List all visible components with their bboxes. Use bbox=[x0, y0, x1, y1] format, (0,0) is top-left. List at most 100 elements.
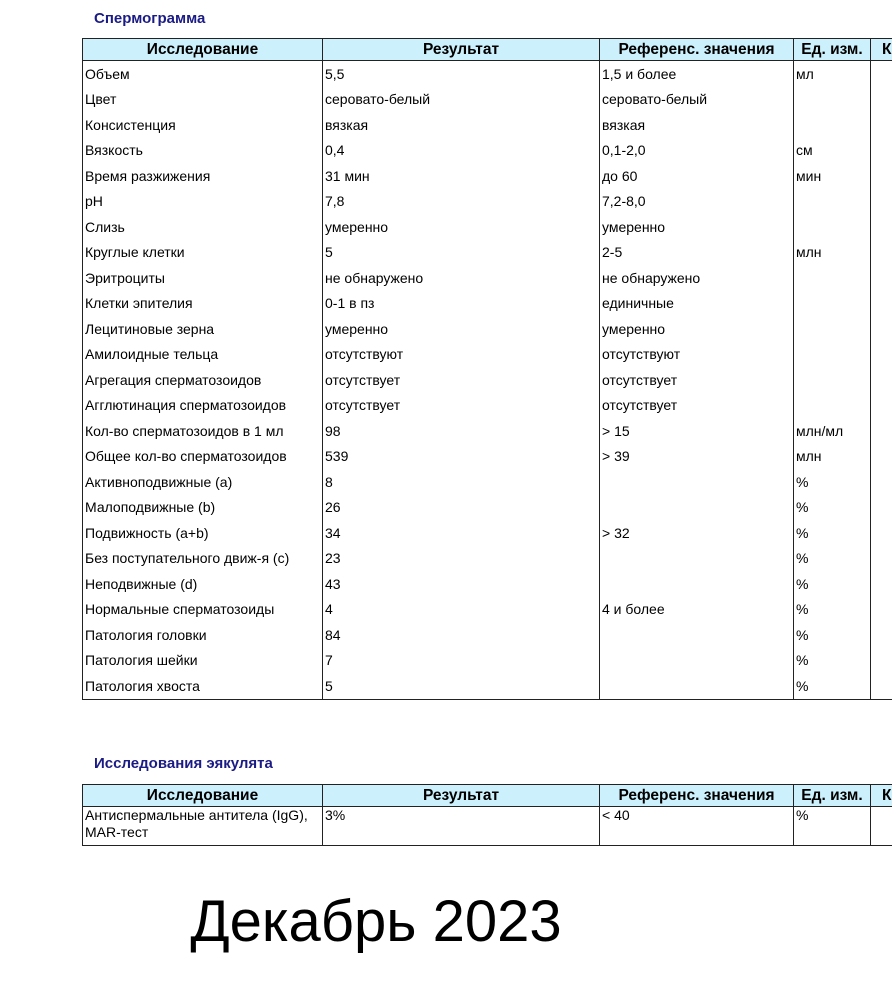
table-cell: Объем bbox=[82, 60, 323, 87]
table-row: Слизь умеренно умеренно bbox=[82, 214, 892, 240]
table-cell: отсутствует bbox=[322, 367, 600, 393]
table-row: Патология шейки 7% bbox=[82, 647, 892, 673]
table-row: Цвет серовато-белый серовато-белый bbox=[82, 86, 892, 112]
table-cell: вязкая bbox=[322, 112, 600, 138]
table-cell bbox=[793, 341, 871, 367]
table-row: Патология хвоста 5% bbox=[82, 673, 892, 700]
table-cell: серовато-белый bbox=[599, 86, 794, 112]
table-cell: не обнаружено bbox=[599, 265, 794, 291]
table-row: Круглые клетки 5 2-5 млн bbox=[82, 239, 892, 265]
table-row: Клетки эпителия 0-1 в пз единичные bbox=[82, 290, 892, 316]
table-cell: Кол-во сперматозоидов в 1 мл bbox=[82, 418, 323, 444]
table-cell: Агрегация сперматозоидов bbox=[82, 367, 323, 393]
table-cell: млн bbox=[793, 239, 871, 265]
section-title-spermogram: Спермограмма bbox=[94, 10, 206, 27]
table-row: Патология головки 84% bbox=[82, 622, 892, 648]
table-cell: млн/мл bbox=[793, 418, 871, 444]
table-row: Консистенция вязкая вязкая bbox=[82, 112, 892, 138]
table-row: pH 7,8 7,2-8,0 bbox=[82, 188, 892, 214]
table-cell: 5,5 bbox=[322, 60, 600, 87]
table-cell: > 39 bbox=[599, 443, 794, 469]
table-cell bbox=[793, 188, 871, 214]
table-cell: млн bbox=[793, 443, 871, 469]
table-cell: Время разжижения bbox=[82, 163, 323, 189]
table-cell: отсутствуют bbox=[599, 341, 794, 367]
table-row: Антиспермальные антитела (IgG), MAR-тест… bbox=[82, 806, 892, 846]
table-cell: % bbox=[793, 520, 871, 546]
table-cell bbox=[793, 112, 871, 138]
table-cell bbox=[870, 494, 892, 520]
table-cell: до 60 bbox=[599, 163, 794, 189]
table-cell: единичные bbox=[599, 290, 794, 316]
table-cell: 31 мин bbox=[322, 163, 600, 189]
table-cell: Эритроциты bbox=[82, 265, 323, 291]
table-cell: Патология шейки bbox=[82, 647, 323, 673]
table-cell: 0,1-2,0 bbox=[599, 137, 794, 163]
table-cell: 98 bbox=[322, 418, 600, 444]
table-cell: отсутствует bbox=[599, 367, 794, 393]
table-cell: Слизь bbox=[82, 214, 323, 240]
table-cell: Консистенция bbox=[82, 112, 323, 138]
column-header: Референс. значения bbox=[599, 784, 794, 807]
table-cell bbox=[793, 214, 871, 240]
table-cell: Лецитиновые зерна bbox=[82, 316, 323, 342]
table-cell bbox=[870, 239, 892, 265]
table-cell: % bbox=[793, 494, 871, 520]
table-cell: мл bbox=[793, 60, 871, 87]
table-cell: 539 bbox=[322, 443, 600, 469]
table-cell bbox=[599, 545, 794, 571]
table-cell: 7 bbox=[322, 647, 600, 673]
table-cell: Патология головки bbox=[82, 622, 323, 648]
table-cell: Вязкость bbox=[82, 137, 323, 163]
table-cell bbox=[870, 392, 892, 418]
table-cell bbox=[870, 341, 892, 367]
table-row: Время разжижения 31 мин до 60 мин bbox=[82, 163, 892, 189]
table-cell: pH bbox=[82, 188, 323, 214]
table-cell: % bbox=[793, 596, 871, 622]
table-cell bbox=[870, 86, 892, 112]
table-row: Общее кол-во сперматозоидов 539 > 39 млн bbox=[82, 443, 892, 469]
table-cell: > 32 bbox=[599, 520, 794, 546]
table-cell bbox=[599, 469, 794, 495]
column-header: Результат bbox=[322, 784, 600, 807]
table-row: Без поступательного движ-я (c) 23% bbox=[82, 545, 892, 571]
table-row: Вязкость 0,4 0,1-2,0 см bbox=[82, 137, 892, 163]
table-cell: 34 bbox=[322, 520, 600, 546]
table-cell bbox=[870, 137, 892, 163]
table-cell: Малоподвижные (b) bbox=[82, 494, 323, 520]
table-cell bbox=[870, 443, 892, 469]
table-row: Подвижность (a+b) 34 > 32% bbox=[82, 520, 892, 546]
table-cell bbox=[870, 112, 892, 138]
table-cell bbox=[793, 265, 871, 291]
table-cell: Неподвижные (d) bbox=[82, 571, 323, 597]
column-header: Результат bbox=[322, 38, 600, 61]
table-cell: 7,2-8,0 bbox=[599, 188, 794, 214]
table-cell bbox=[870, 316, 892, 342]
table-cell: Антиспермальные антитела (IgG), MAR-тест bbox=[82, 806, 323, 846]
table-cell: Без поступательного движ-я (c) bbox=[82, 545, 323, 571]
table-cell: отсутствуют bbox=[322, 341, 600, 367]
table-cell bbox=[599, 494, 794, 520]
table-cell: Подвижность (a+b) bbox=[82, 520, 323, 546]
table-cell bbox=[870, 673, 892, 700]
table-row: Эритроциты не обнаружено не обнаружено bbox=[82, 265, 892, 291]
table-cell: Агглютинация сперматозоидов bbox=[82, 392, 323, 418]
table-cell bbox=[870, 60, 892, 87]
column-header: Исследование bbox=[82, 784, 323, 807]
table-cell: 0,4 bbox=[322, 137, 600, 163]
table-cell bbox=[793, 316, 871, 342]
table-cell: % bbox=[793, 622, 871, 648]
table-cell: умеренно bbox=[599, 214, 794, 240]
table-cell: 5 bbox=[322, 239, 600, 265]
table-cell: 43 bbox=[322, 571, 600, 597]
table-cell: отсутствует bbox=[599, 392, 794, 418]
column-header: Исследование bbox=[82, 38, 323, 61]
table-cell: Нормальные сперматозоиды bbox=[82, 596, 323, 622]
table-row: Лецитиновые зерна умеренно умеренно bbox=[82, 316, 892, 342]
table-cell bbox=[870, 188, 892, 214]
table-cell bbox=[870, 163, 892, 189]
table-row: Нормальные сперматозоиды 4 4 и более% bbox=[82, 596, 892, 622]
ejaculate-table: Исследование Результат Референс. значения Е… bbox=[82, 784, 892, 846]
table-cell: не обнаружено bbox=[322, 265, 600, 291]
table-cell: 3% bbox=[322, 806, 600, 846]
